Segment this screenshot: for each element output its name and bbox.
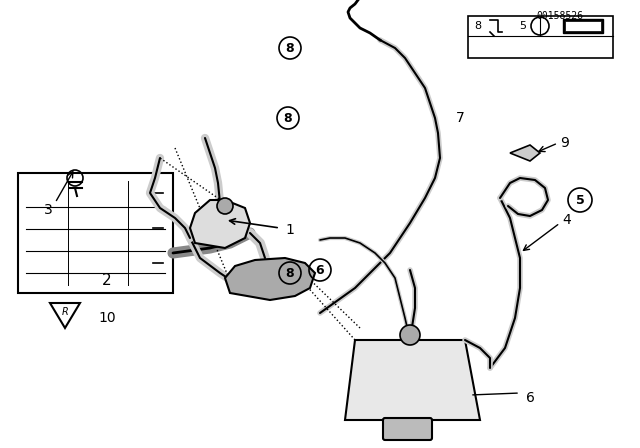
Text: R: R [61, 307, 68, 317]
Text: 6: 6 [316, 263, 324, 276]
Text: 8: 8 [285, 267, 294, 280]
Circle shape [400, 325, 420, 345]
Text: 8: 8 [284, 112, 292, 125]
Circle shape [217, 198, 233, 214]
Text: 6: 6 [525, 391, 534, 405]
Bar [565, 21, 601, 31]
Text: 3: 3 [44, 203, 52, 217]
FancyBboxPatch shape [383, 418, 432, 440]
Polygon shape [510, 145, 540, 161]
Polygon shape [345, 340, 480, 420]
Bar [563, 19, 603, 33]
Text: 4: 4 [563, 213, 572, 227]
Text: 9: 9 [561, 136, 570, 150]
Text: 2: 2 [102, 272, 112, 288]
Polygon shape [225, 258, 315, 300]
Bar [468, 16, 613, 58]
Text: 1: 1 [285, 223, 294, 237]
Polygon shape [190, 200, 250, 248]
Text: 5: 5 [520, 21, 527, 31]
Bar [18, 173, 173, 293]
Text: 8: 8 [285, 42, 294, 55]
Text: 8: 8 [474, 21, 481, 31]
Text: 7: 7 [456, 111, 465, 125]
Text: 5: 5 [575, 194, 584, 207]
Text: 00158526: 00158526 [536, 11, 584, 21]
Text: 10: 10 [98, 311, 116, 325]
